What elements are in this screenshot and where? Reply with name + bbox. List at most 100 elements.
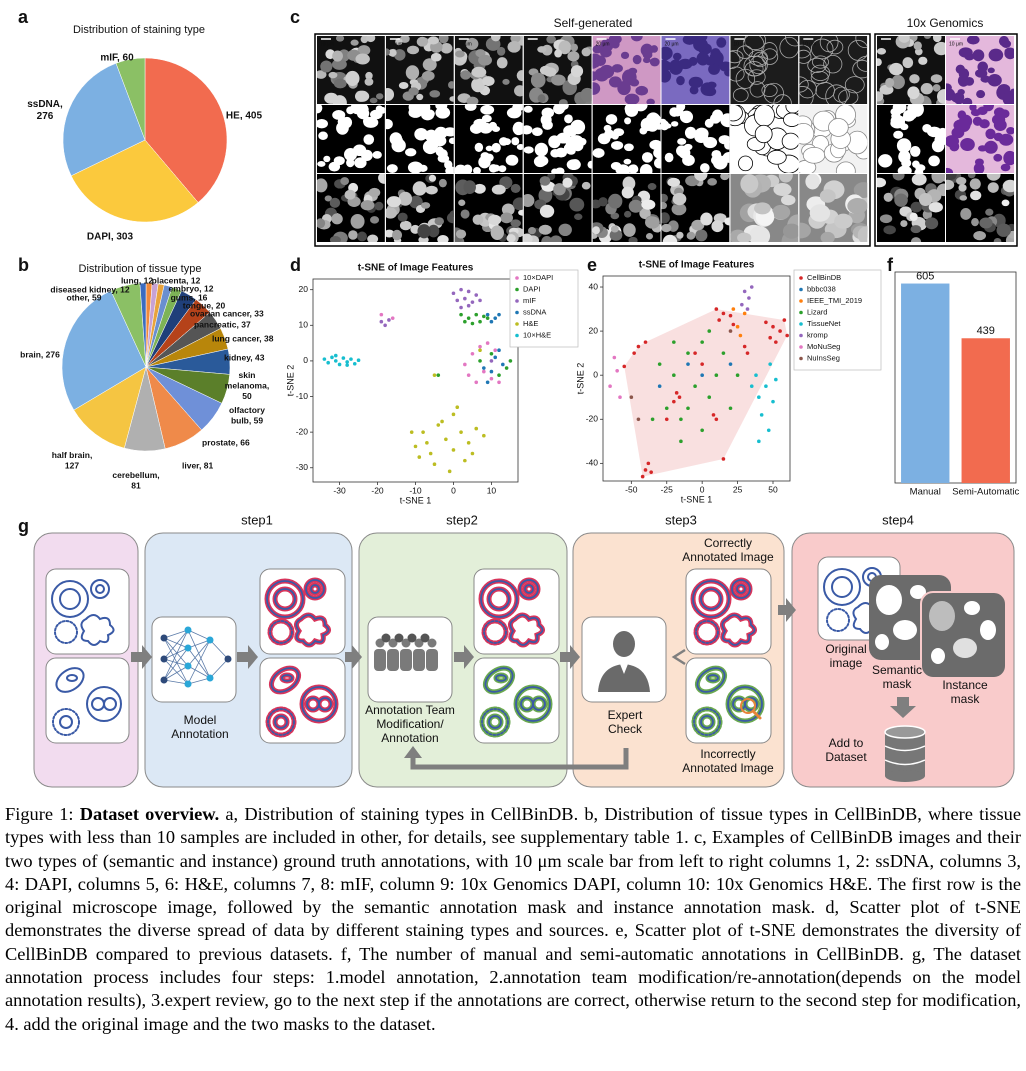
- cell: [960, 207, 972, 220]
- cell: [922, 123, 932, 133]
- cell: [1003, 150, 1014, 166]
- cell: [853, 182, 868, 198]
- point: [451, 412, 456, 417]
- point: [341, 356, 346, 360]
- cell: [907, 86, 920, 100]
- point: [700, 362, 704, 366]
- cell: [543, 67, 557, 77]
- point: [742, 311, 747, 316]
- cell: [438, 178, 447, 188]
- point: [774, 340, 778, 344]
- cell: [933, 41, 945, 56]
- cell: [418, 164, 428, 172]
- cell: [460, 70, 472, 80]
- cell: [730, 105, 743, 122]
- point: [700, 340, 704, 344]
- panel-label: b: [18, 255, 29, 275]
- point: [459, 305, 463, 310]
- cell: [993, 132, 1004, 142]
- cell: [491, 142, 501, 153]
- cell: [628, 199, 643, 213]
- point: [707, 329, 712, 333]
- cell: [955, 64, 965, 74]
- step-text: Incorrectly Annotated Image: [682, 747, 774, 775]
- cell: [523, 146, 534, 154]
- x-tick-label: Manual: [910, 487, 941, 498]
- point: [466, 289, 471, 294]
- cell: [724, 217, 730, 226]
- cell: [538, 224, 552, 235]
- legend-label: ssDNA: [523, 307, 546, 316]
- cell: [891, 74, 905, 90]
- cell: [408, 87, 419, 96]
- cell: [957, 110, 967, 120]
- cell: [615, 164, 627, 173]
- y-tick-label: 40: [589, 281, 599, 291]
- cell: [782, 223, 799, 239]
- cell: [970, 190, 982, 201]
- point: [686, 362, 690, 366]
- point: [700, 373, 704, 377]
- cell: [761, 83, 778, 97]
- cell: [896, 138, 912, 153]
- point: [686, 351, 690, 355]
- cell: [802, 147, 826, 164]
- cell: [639, 164, 653, 173]
- cell: [500, 212, 514, 224]
- cell: [910, 201, 923, 213]
- cell: [946, 179, 955, 190]
- cell: [385, 48, 391, 56]
- cell: [624, 117, 632, 125]
- cell: [781, 194, 796, 206]
- cell: [592, 148, 605, 158]
- cell: [594, 67, 610, 82]
- chart-title: Distribution of tissue type: [79, 263, 202, 275]
- cell: [485, 145, 493, 152]
- cell: [484, 153, 494, 162]
- scale-bar-label: 10 μm: [320, 41, 334, 47]
- point: [425, 441, 429, 445]
- cell: [931, 174, 945, 184]
- cell: [511, 137, 520, 146]
- cell: [918, 56, 928, 65]
- cell: [421, 202, 431, 209]
- micrograph: [523, 105, 592, 173]
- point: [778, 329, 782, 333]
- point: [497, 373, 501, 377]
- point: [612, 355, 617, 360]
- cell: [736, 45, 753, 59]
- legend-label: 10×H&E: [523, 330, 551, 339]
- point: [700, 428, 704, 433]
- cell: [611, 64, 623, 73]
- scale-bar-label: 10 μm: [458, 41, 472, 47]
- cell: [662, 234, 678, 242]
- cell: [428, 174, 437, 182]
- point: [478, 344, 482, 349]
- cell: [957, 117, 971, 133]
- cell: [554, 49, 562, 58]
- point: [470, 321, 475, 326]
- point: [482, 369, 486, 374]
- x-axis-label: t-SNE 1: [681, 494, 713, 504]
- step-text: Add to Dataset: [825, 736, 867, 764]
- cell: [991, 114, 1006, 126]
- y-tick-label: -20: [296, 426, 309, 436]
- cell: [711, 220, 724, 233]
- hull-area: [624, 309, 788, 477]
- cell: [909, 212, 918, 221]
- point: [466, 441, 471, 445]
- cell: [835, 161, 856, 173]
- point: [463, 319, 467, 324]
- cell: [528, 227, 537, 235]
- cell: [317, 178, 328, 193]
- micrograph: [661, 105, 730, 173]
- cell: [345, 70, 360, 87]
- cell: [781, 132, 799, 150]
- cell: [1000, 163, 1011, 172]
- cell: [1001, 199, 1010, 207]
- cell: [993, 237, 1002, 242]
- figure: Self-generated 10x Genomics 10 μm 10 μm 10…: [18, 7, 1020, 788]
- micrograph: [661, 174, 730, 242]
- mask-icons: [869, 575, 1007, 782]
- step-text: Model Annotation: [171, 713, 228, 741]
